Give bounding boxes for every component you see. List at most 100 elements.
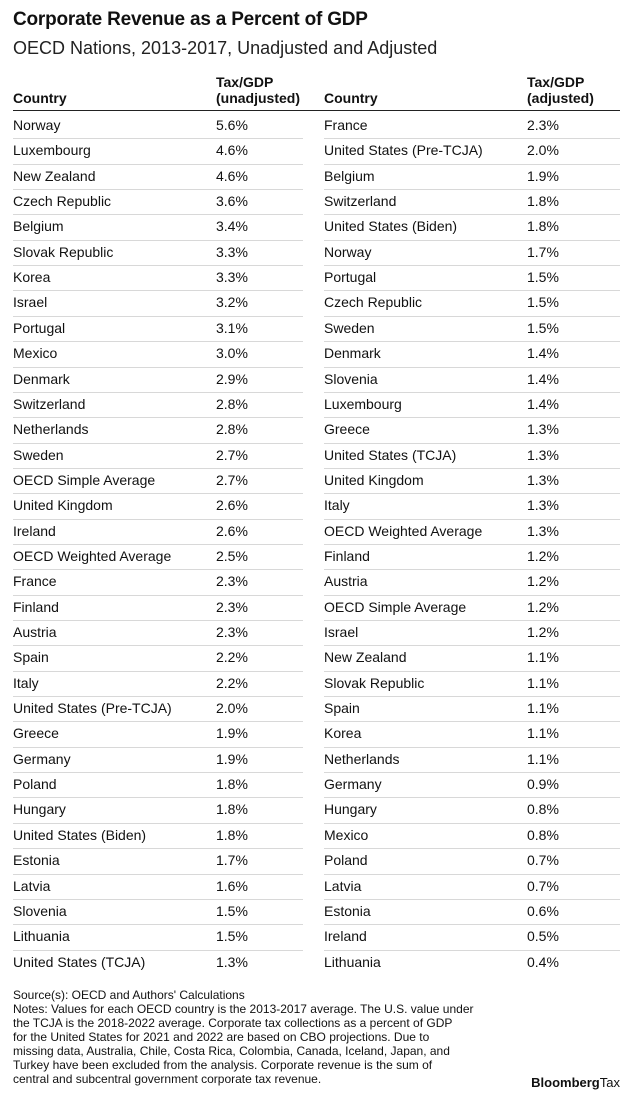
- country-adjusted: Denmark: [324, 345, 381, 361]
- notes-lines: Notes: Values for each OECD country is t…: [13, 1002, 513, 1086]
- source-line: Source(s): OECD and Authors' Calculation…: [13, 988, 245, 1002]
- value-adjusted: 1.1%: [527, 700, 559, 716]
- header-unadjusted-line1: Tax/GDP: [216, 74, 274, 90]
- country-unadjusted: Poland: [13, 776, 57, 792]
- value-adjusted: 1.5%: [527, 294, 559, 310]
- country-unadjusted: Spain: [13, 649, 49, 665]
- value-unadjusted: 2.6%: [216, 523, 248, 539]
- value-unadjusted: 2.9%: [216, 371, 248, 387]
- row-divider: [13, 797, 303, 798]
- row-divider: [324, 721, 620, 722]
- value-unadjusted: 5.6%: [216, 117, 248, 133]
- row-divider: [324, 747, 620, 748]
- value-adjusted: 1.8%: [527, 193, 559, 209]
- country-unadjusted: Slovak Republic: [13, 244, 114, 260]
- country-unadjusted: United States (Biden): [13, 827, 147, 843]
- notes-line: for the United States for 2021 and 2022 …: [13, 1030, 430, 1044]
- row-divider: [13, 417, 303, 418]
- value-adjusted: 1.2%: [527, 548, 559, 564]
- row-divider: [13, 443, 303, 444]
- row-divider: [13, 671, 303, 672]
- row-divider: [13, 468, 303, 469]
- value-unadjusted: 1.9%: [216, 751, 248, 767]
- value-unadjusted: 2.5%: [216, 548, 248, 564]
- notes-line: Notes: Values for each OECD country is t…: [13, 1002, 474, 1016]
- row-divider: [13, 899, 303, 900]
- row-divider: [13, 645, 303, 646]
- value-unadjusted: 3.6%: [216, 193, 248, 209]
- value-adjusted: 1.1%: [527, 751, 559, 767]
- row-divider: [13, 569, 303, 570]
- value-unadjusted: 2.2%: [216, 649, 248, 665]
- row-divider: [324, 189, 620, 190]
- country-adjusted: France: [324, 117, 368, 133]
- country-adjusted: Hungary: [324, 801, 377, 817]
- value-adjusted: 1.1%: [527, 725, 559, 741]
- value-adjusted: 1.2%: [527, 573, 559, 589]
- row-divider: [324, 443, 620, 444]
- country-unadjusted: New Zealand: [13, 168, 96, 184]
- brand-light: Tax: [599, 1075, 620, 1090]
- row-divider: [13, 696, 303, 697]
- chart-title: Corporate Revenue as a Percent of GDP: [13, 9, 368, 30]
- value-adjusted: 1.5%: [527, 269, 559, 285]
- value-unadjusted: 2.7%: [216, 472, 248, 488]
- bloomberg-tax-logo: BloombergTax: [531, 1075, 620, 1090]
- row-divider: [324, 950, 620, 951]
- header-unadjusted: Tax/GDP (unadjusted): [216, 74, 300, 106]
- value-adjusted: 1.3%: [527, 472, 559, 488]
- value-unadjusted: 2.8%: [216, 396, 248, 412]
- row-divider: [13, 189, 303, 190]
- row-divider: [324, 595, 620, 596]
- row-divider: [324, 671, 620, 672]
- value-adjusted: 0.7%: [527, 852, 559, 868]
- row-divider: [324, 316, 620, 317]
- country-adjusted: Czech Republic: [324, 294, 423, 310]
- value-adjusted: 1.3%: [527, 497, 559, 513]
- country-unadjusted: Greece: [13, 725, 59, 741]
- country-adjusted: Finland: [324, 548, 370, 564]
- country-unadjusted: Mexico: [13, 345, 58, 361]
- notes-line: Turkey have been excluded from the analy…: [13, 1058, 433, 1072]
- row-divider: [324, 493, 620, 494]
- header-adjusted-line2: (adjusted): [527, 90, 594, 106]
- country-unadjusted: Norway: [13, 117, 61, 133]
- value-unadjusted: 2.3%: [216, 599, 248, 615]
- row-divider: [13, 164, 303, 165]
- country-unadjusted: Finland: [13, 599, 59, 615]
- value-unadjusted: 3.2%: [216, 294, 248, 310]
- notes-line: the TCJA is the 2018-2022 average. Corpo…: [13, 1016, 453, 1030]
- value-unadjusted: 4.6%: [216, 168, 248, 184]
- row-divider: [324, 544, 620, 545]
- country-adjusted: New Zealand: [324, 649, 407, 665]
- country-unadjusted: Denmark: [13, 371, 70, 387]
- value-adjusted: 0.9%: [527, 776, 559, 792]
- country-unadjusted: OECD Weighted Average: [13, 548, 172, 564]
- value-adjusted: 1.1%: [527, 649, 559, 665]
- row-divider: [324, 924, 620, 925]
- country-adjusted: Mexico: [324, 827, 369, 843]
- row-divider: [13, 950, 303, 951]
- notes-line: central and subcentral government corpor…: [13, 1072, 322, 1086]
- value-unadjusted: 2.0%: [216, 700, 248, 716]
- header-adjusted: Tax/GDP (adjusted): [527, 74, 594, 106]
- header-adjusted-line1: Tax/GDP: [527, 74, 585, 90]
- row-divider: [324, 569, 620, 570]
- country-unadjusted: Italy: [13, 675, 39, 691]
- country-adjusted: Luxembourg: [324, 396, 402, 412]
- country-adjusted: Ireland: [324, 928, 367, 944]
- country-adjusted: Germany: [324, 776, 382, 792]
- value-adjusted: 1.3%: [527, 523, 559, 539]
- row-divider: [13, 924, 303, 925]
- country-adjusted: Switzerland: [324, 193, 397, 209]
- country-unadjusted: United Kingdom: [13, 497, 113, 513]
- country-unadjusted: OECD Simple Average: [13, 472, 156, 488]
- country-unadjusted: Germany: [13, 751, 71, 767]
- country-adjusted: Belgium: [324, 168, 375, 184]
- country-unadjusted: Lithuania: [13, 928, 70, 944]
- country-adjusted: Portugal: [324, 269, 377, 285]
- country-adjusted: Netherlands: [324, 751, 400, 767]
- value-unadjusted: 3.0%: [216, 345, 248, 361]
- country-unadjusted: Estonia: [13, 852, 60, 868]
- value-adjusted: 1.2%: [527, 624, 559, 640]
